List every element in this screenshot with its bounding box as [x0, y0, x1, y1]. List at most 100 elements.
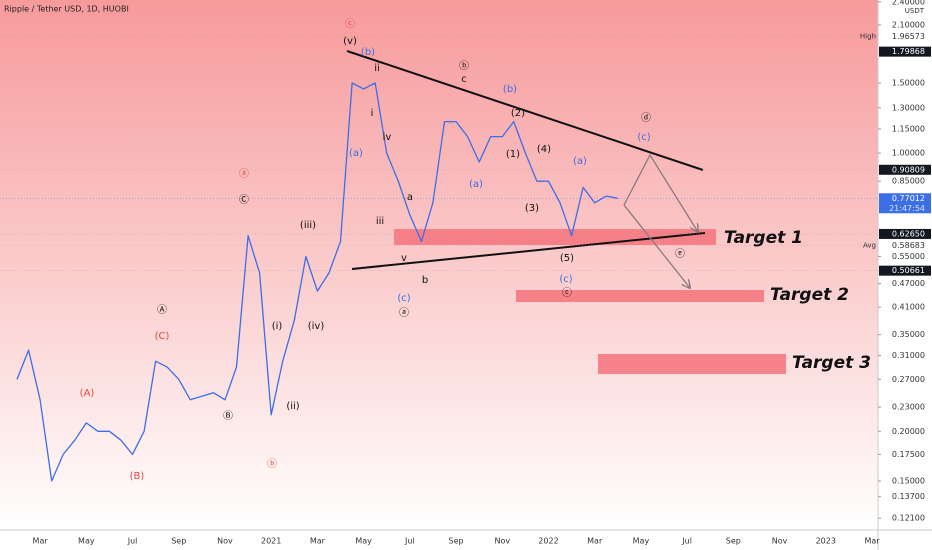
- wave-label: (5): [560, 253, 574, 264]
- wave-label: ⓓ: [641, 112, 651, 124]
- price-tag-label: 0.90809: [892, 165, 925, 174]
- y-tick-label: 1.15000: [892, 124, 925, 133]
- price-tag-label: 1.79868: [892, 47, 925, 56]
- y-tick-label: 0.15000: [892, 477, 925, 486]
- wave-label: ⓐ: [399, 307, 409, 319]
- wave-label: c: [461, 74, 467, 85]
- wave-label: (c): [637, 132, 650, 143]
- price-tag: [879, 265, 931, 276]
- x-tick-label: Nov: [494, 537, 510, 546]
- plot-background: [0, 0, 878, 530]
- price-tag-label: 0.77012: [892, 194, 925, 203]
- target-label: Target 3: [792, 353, 871, 373]
- wave-label: (iii): [300, 220, 316, 231]
- wave-label: (i): [272, 321, 283, 332]
- price-tag-timer: 21:47:54: [889, 204, 925, 213]
- chart-title: Ripple / Tether USD, 1D, HUOBI: [4, 5, 129, 14]
- wave-label: (c): [559, 274, 572, 285]
- price-tag-name: Avg: [863, 241, 876, 249]
- x-tick-label: Nov: [772, 537, 788, 546]
- x-tick-label: May: [78, 537, 95, 546]
- y-tick-label: 0.55000: [892, 252, 925, 261]
- price-tag-label: 0.58683: [892, 241, 925, 250]
- wave-label: (a): [573, 156, 587, 167]
- price-tag: [879, 164, 931, 175]
- wave-label: Ⓒ: [239, 194, 249, 206]
- x-tick-label: Mar: [587, 537, 603, 546]
- wave-label: (A): [80, 388, 95, 399]
- wave-label: ⓒ: [345, 18, 355, 30]
- wave-label: (3): [525, 203, 539, 214]
- wave-label: (b): [503, 84, 517, 95]
- y-tick-label: 0.35000: [892, 330, 925, 339]
- price-tag-label: 1.96573: [892, 32, 925, 41]
- x-tick-label: 2021: [261, 537, 281, 546]
- y-tick-label: 0.31000: [892, 351, 925, 360]
- x-tick-label: Nov: [217, 537, 233, 546]
- y-tick-label: 0.23000: [892, 403, 925, 412]
- price-line: [16, 82, 618, 482]
- x-tick-label: Sep: [171, 537, 186, 546]
- x-tick-label: Jul: [404, 537, 415, 546]
- y-tick-label: 1.50000: [892, 79, 925, 88]
- wave-label: (ii): [286, 401, 299, 412]
- price-tag: [879, 46, 931, 57]
- price-tag-label: 0.50661: [892, 266, 925, 275]
- x-tick-label: Mar: [310, 537, 326, 546]
- trend-lines: [346, 50, 706, 288]
- target-label: Target 1: [724, 228, 803, 248]
- wave-label: (B): [130, 471, 145, 482]
- wave-label: (a): [469, 179, 483, 190]
- currency-label: USDT: [905, 7, 925, 15]
- wave-label: Ⓐ: [157, 304, 167, 316]
- y-tick-label: 0.85000: [892, 177, 925, 186]
- wave-label: ⓑ: [459, 60, 469, 72]
- wave-label: (b): [361, 47, 375, 58]
- y-tick-label: 0.17500: [892, 450, 925, 459]
- wave-label: a: [407, 192, 413, 203]
- y-tick-label: 0.47000: [892, 279, 925, 288]
- price-tag-label: 0.62650: [892, 229, 925, 238]
- x-tick-label: Jul: [681, 537, 692, 546]
- projection-arrow: [623, 204, 690, 288]
- y-tick-label: 0.20000: [892, 427, 925, 436]
- y-tick-label: 1.30000: [892, 103, 925, 112]
- wave-label: (c): [397, 293, 410, 304]
- x-tick-label: 2022: [538, 537, 558, 546]
- y-tick-label: 0.13700: [892, 492, 925, 501]
- wave-label: b: [422, 275, 428, 286]
- wave-label: ⓐ: [239, 168, 249, 180]
- price-tag: [879, 193, 931, 214]
- trend-line: [351, 232, 706, 270]
- wave-label: Ⓑ: [223, 410, 233, 422]
- wave-label: (C): [155, 331, 170, 342]
- y-tick-label: 1.00000: [892, 149, 925, 158]
- y-tick-label: 0.27000: [892, 375, 925, 384]
- x-tick-label: Mar: [33, 537, 49, 546]
- wave-label: v: [401, 253, 407, 264]
- wave-label: i: [371, 108, 374, 119]
- y-tick-label: 2.10000: [892, 20, 925, 29]
- wave-label: (1): [506, 149, 520, 160]
- wave-label: (2): [511, 108, 525, 119]
- target-zone: [598, 354, 786, 374]
- x-tick-label: Sep: [726, 537, 741, 546]
- x-tick-label: Mar: [864, 537, 880, 546]
- wave-label: iii: [376, 216, 384, 227]
- target-label: Target 2: [770, 285, 849, 305]
- x-tick-label: Jul: [127, 537, 138, 546]
- projection-arrow: [623, 153, 698, 232]
- x-tick-label: May: [633, 537, 650, 546]
- target-zone: [516, 290, 764, 302]
- y-tick-label: 0.12100: [892, 514, 925, 523]
- price-tag: [879, 228, 931, 239]
- wave-label: ⓒ: [562, 287, 572, 299]
- wave-label: (v): [343, 36, 357, 47]
- price-tag-name: High: [860, 32, 876, 40]
- x-tick-label: May: [355, 537, 372, 546]
- y-tick-label: 0.41000: [892, 303, 925, 312]
- x-tick-label: Sep: [449, 537, 464, 546]
- y-tick-label: 2.40000: [892, 0, 925, 6]
- wave-label: (iv): [308, 321, 325, 332]
